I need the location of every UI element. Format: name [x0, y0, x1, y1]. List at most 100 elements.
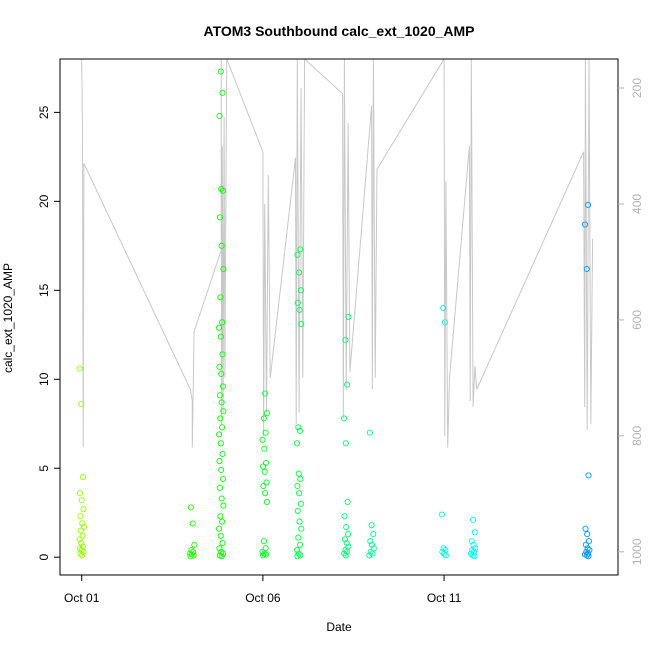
- data-point: [295, 470, 302, 477]
- data-point: [263, 479, 270, 486]
- data-point: [217, 294, 224, 301]
- data-point: [76, 365, 83, 372]
- data-point: [79, 520, 86, 527]
- data-point: [369, 550, 376, 557]
- data-point: [77, 513, 84, 520]
- series-line: [81, 59, 594, 448]
- data-point: [584, 531, 591, 538]
- data-point: [471, 553, 478, 560]
- y-tick-label: 20: [37, 194, 51, 208]
- data-point: [439, 548, 446, 555]
- data-point: [585, 538, 592, 545]
- data-point: [218, 553, 225, 560]
- data-point: [76, 536, 83, 543]
- axes: 0 5 10 15 20 25 200 400 600 800 1000 Oct 01 Oct 06 Oc…: [37, 58, 644, 605]
- data-point: [294, 507, 301, 514]
- data-point: [80, 506, 87, 513]
- data-point: [219, 450, 226, 458]
- data-point: [79, 532, 86, 539]
- data-point: [296, 490, 303, 497]
- data-point: [345, 543, 352, 550]
- data-point: [78, 401, 85, 408]
- data-point: [219, 383, 227, 390]
- data-point: [217, 513, 224, 520]
- data-point: [216, 484, 223, 491]
- y-tick-label: 25: [37, 105, 51, 119]
- data-point: [343, 523, 350, 531]
- x-tick-label: Oct 06: [245, 591, 281, 605]
- data-point: [441, 550, 448, 557]
- y-tick-label: 0: [37, 554, 51, 561]
- data-point: [77, 527, 84, 534]
- data-point: [298, 321, 305, 328]
- data-point: [218, 495, 225, 502]
- data-point: [366, 552, 373, 559]
- data-point: [218, 466, 225, 474]
- data-point: [366, 429, 373, 436]
- data-point: [260, 415, 267, 422]
- data-point: [472, 545, 479, 552]
- data-point: [342, 552, 349, 559]
- data-point: [216, 214, 223, 221]
- data-point: [261, 468, 268, 475]
- data-point: [368, 522, 375, 529]
- x-tick-label: Oct 11: [427, 591, 462, 605]
- chart-title: ATOM3 Southbound calc_ext_1020_AMP: [204, 23, 475, 39]
- data-point: [471, 529, 478, 536]
- data-point: [344, 498, 351, 506]
- data-point: [585, 201, 592, 208]
- y-tick-label: 10: [37, 372, 51, 386]
- data-point: [220, 265, 227, 273]
- data-point: [261, 445, 268, 452]
- data-point: [585, 472, 592, 479]
- data-point: [218, 399, 225, 406]
- data-point: [343, 539, 350, 547]
- data-point: [262, 459, 270, 466]
- data-point: [583, 265, 590, 273]
- data-point: [187, 504, 194, 511]
- data-point: [367, 538, 374, 545]
- data-point: [259, 463, 267, 470]
- data-point: [581, 221, 589, 228]
- data-point: [219, 89, 226, 96]
- data-point: [218, 370, 225, 377]
- data-point: [341, 415, 348, 422]
- data-point: [582, 525, 589, 532]
- data-point: [295, 534, 302, 541]
- data-point: [296, 427, 304, 434]
- data-point: [368, 541, 376, 548]
- data-point: [216, 458, 223, 465]
- data-point: [586, 547, 593, 554]
- data-point: [470, 548, 477, 555]
- data-point: [342, 440, 349, 447]
- data-point: [190, 552, 197, 559]
- data-point: [295, 424, 302, 431]
- data-point: [217, 68, 224, 75]
- plot-frame: [59, 58, 619, 576]
- data-point: [468, 538, 475, 545]
- data-point: [367, 548, 374, 555]
- data-point: [585, 550, 592, 557]
- data-point: [219, 319, 226, 326]
- data-point: [77, 550, 84, 557]
- data-point: [341, 550, 348, 557]
- data-point: [219, 475, 227, 482]
- data-point: [344, 381, 351, 388]
- data-point: [80, 523, 87, 531]
- data-point: [297, 246, 304, 253]
- y-axis-label: calc_ext_1020_AMP: [1, 263, 15, 373]
- data-point: [218, 185, 225, 192]
- data-point: [294, 299, 301, 306]
- data-point: [296, 306, 303, 313]
- data-point: [341, 536, 348, 543]
- data-point: [582, 541, 589, 548]
- data-point: [263, 410, 270, 417]
- data-point: [259, 552, 267, 559]
- data-point: [440, 305, 447, 312]
- data-point: [78, 497, 85, 504]
- data-point: [216, 545, 223, 552]
- data-point: [585, 553, 592, 560]
- data-point: [188, 547, 195, 554]
- data-point: [216, 324, 223, 331]
- data-point: [219, 518, 226, 525]
